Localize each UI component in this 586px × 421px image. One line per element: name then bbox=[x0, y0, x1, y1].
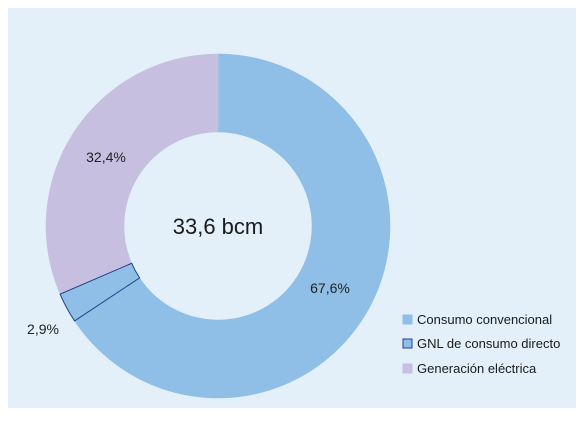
legend-label-generacion-electrica: Generación eléctrica bbox=[417, 361, 537, 376]
donut-slice-generacion-electrica bbox=[45, 53, 219, 295]
slice-label-generacion-electrica: 32,4% bbox=[86, 149, 126, 165]
legend-label-gnl-consumo-directo: GNL de consumo directo bbox=[417, 336, 560, 351]
donut-slice-consumo-convencional bbox=[74, 53, 391, 399]
donut-slices bbox=[45, 53, 391, 399]
center-total-label: 33,6 bcm bbox=[173, 214, 264, 239]
slice-label-gnl-consumo-directo: 2,9% bbox=[27, 321, 59, 337]
slice-label-consumo-convencional: 67,6% bbox=[310, 280, 350, 296]
legend-swatch-gnl-consumo-directo bbox=[402, 338, 413, 349]
donut-slice-gnl-de-consumo-directo bbox=[59, 262, 141, 322]
legend: Consumo convencional GNL de consumo dire… bbox=[402, 312, 560, 376]
legend-swatch-consumo-convencional bbox=[402, 314, 413, 325]
legend-label-consumo-convencional: Consumo convencional bbox=[417, 312, 552, 327]
legend-swatch-generacion-electrica bbox=[402, 363, 413, 374]
